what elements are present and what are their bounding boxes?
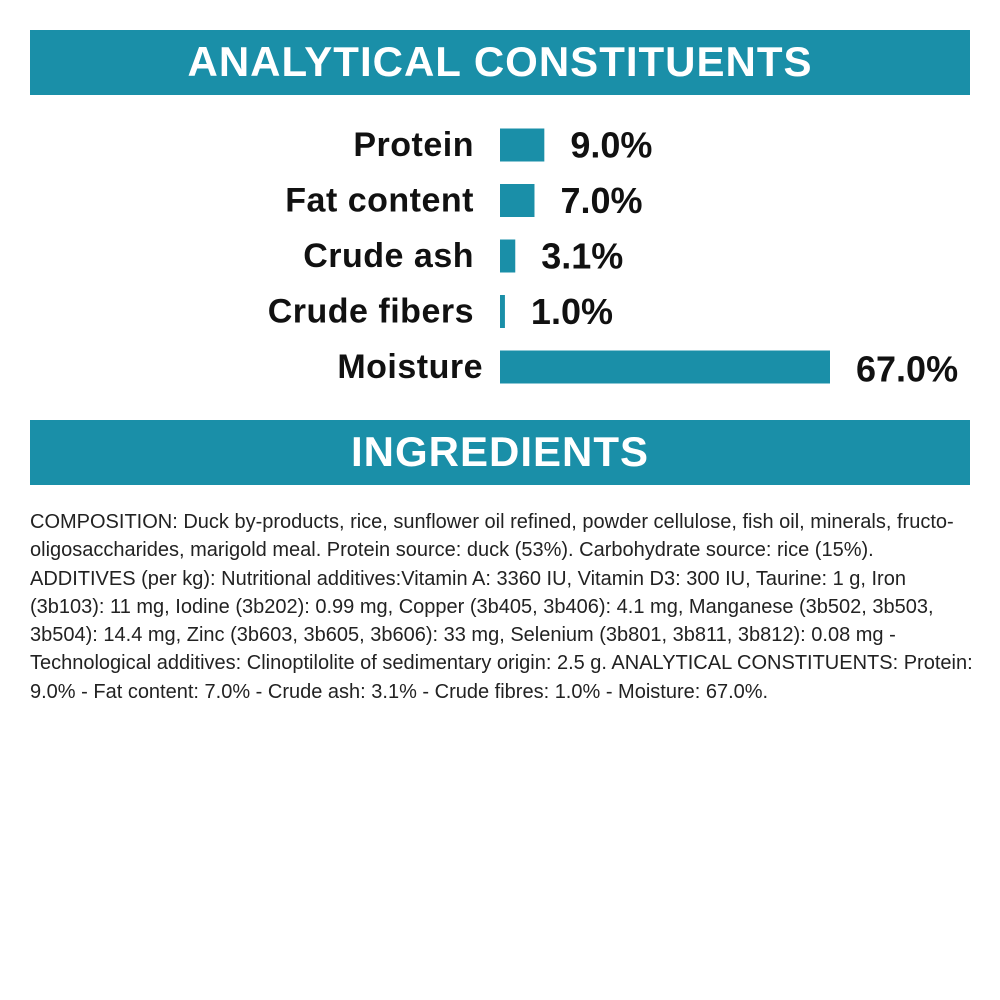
- category-label: Crude fibers: [268, 292, 474, 330]
- category-label: Fat content: [285, 181, 474, 219]
- category-label: Protein: [353, 126, 474, 164]
- bar: [500, 184, 535, 217]
- ingredients-text: COMPOSITION: Duck by-products, rice, sun…: [30, 511, 973, 703]
- section-title: INGREDIENTS: [351, 428, 649, 475]
- value-label: 3.1%: [541, 236, 623, 277]
- category-label: Crude ash: [303, 237, 474, 275]
- header-bar: [30, 30, 970, 95]
- chart: ANALYTICAL CONSTITUENTS INGREDIENTS Prot…: [30, 30, 970, 485]
- bar: [500, 350, 830, 384]
- chart-title: ANALYTICAL CONSTITUENTS: [187, 38, 812, 85]
- bar: [500, 128, 545, 162]
- value-label: 1.0%: [531, 291, 613, 332]
- category-label: Moisture: [337, 348, 483, 386]
- value-label: 7.0%: [560, 180, 642, 221]
- bar: [500, 295, 505, 328]
- value-label: 67.0%: [856, 349, 958, 390]
- header-bar: [30, 420, 970, 485]
- value-label: 9.0%: [570, 125, 652, 166]
- bar: [500, 239, 516, 273]
